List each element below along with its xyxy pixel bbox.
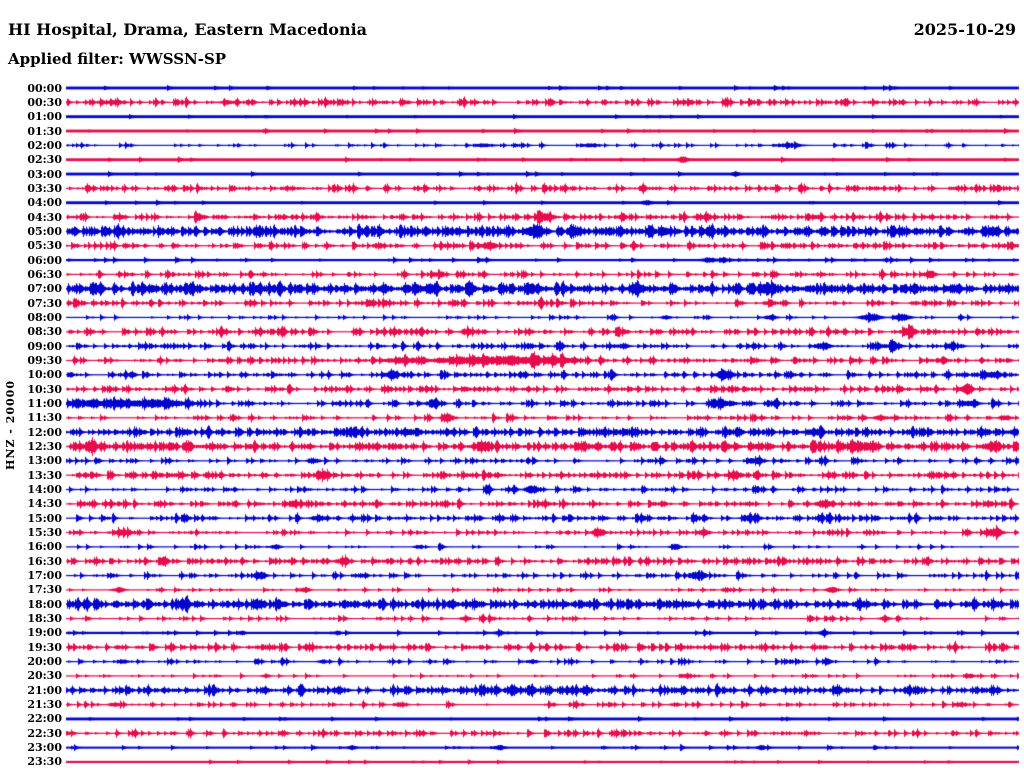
trace-time-label: 18:30 bbox=[27, 612, 62, 626]
trace-time-label: 13:00 bbox=[27, 454, 62, 468]
trace-time-label: 16:00 bbox=[27, 540, 62, 554]
trace-time-label: 19:00 bbox=[27, 626, 62, 640]
trace-time-label: 15:30 bbox=[27, 526, 62, 540]
trace-time-label: 01:00 bbox=[27, 110, 62, 124]
trace-time-label: 14:30 bbox=[27, 497, 62, 511]
trace-time-label: 03:30 bbox=[27, 181, 62, 195]
trace-time-label: 06:30 bbox=[27, 267, 62, 281]
trace-time-label: 04:00 bbox=[27, 196, 62, 210]
trace-time-label: 08:30 bbox=[27, 325, 62, 339]
trace-time-label: 22:30 bbox=[27, 726, 62, 740]
trace-time-label: 11:30 bbox=[27, 411, 62, 425]
trace-time-label: 17:00 bbox=[27, 569, 62, 583]
trace-time-label: 16:30 bbox=[27, 554, 62, 568]
trace-time-label: 14:00 bbox=[27, 483, 62, 497]
trace-time-label: 05:00 bbox=[27, 224, 62, 238]
trace-time-label: 05:30 bbox=[27, 239, 62, 253]
trace-time-label: 02:00 bbox=[27, 138, 62, 152]
trace-time-label: 03:00 bbox=[27, 167, 62, 181]
trace-time-label: 23:00 bbox=[27, 741, 62, 755]
trace-time-label: 22:00 bbox=[27, 712, 62, 726]
trace-time-label: 21:00 bbox=[27, 683, 62, 697]
trace-time-label: 19:30 bbox=[27, 640, 62, 654]
trace-time-label: 11:00 bbox=[27, 396, 62, 410]
trace-time-label: 12:30 bbox=[27, 440, 62, 453]
trace-time-label: 20:30 bbox=[27, 669, 62, 683]
trace-time-label: 12:00 bbox=[27, 425, 62, 439]
trace-time-label: 02:30 bbox=[27, 153, 62, 167]
trace-time-label: 18:00 bbox=[27, 597, 62, 611]
trace-time-label: 07:30 bbox=[27, 296, 62, 310]
trace-time-label: 00:00 bbox=[27, 81, 62, 95]
trace-time-label: 09:30 bbox=[27, 353, 62, 367]
trace-time-label: 21:30 bbox=[27, 698, 62, 712]
trace-time-label: 23:30 bbox=[27, 755, 62, 769]
trace-time-label: 07:00 bbox=[27, 282, 62, 296]
trace-time-label: 06:00 bbox=[27, 253, 62, 267]
trace-time-label: 10:30 bbox=[27, 382, 62, 396]
trace-time-label: 00:30 bbox=[27, 95, 62, 109]
trace-time-label: 20:00 bbox=[27, 655, 62, 669]
trace-time-label: 09:00 bbox=[27, 339, 62, 353]
trace-time-label: 17:30 bbox=[27, 583, 62, 597]
trace-time-label: 08:00 bbox=[27, 310, 62, 324]
trace-time-label: 04:30 bbox=[27, 210, 62, 224]
trace-time-label: 15:00 bbox=[27, 511, 62, 525]
trace-time-label: 13:30 bbox=[27, 468, 62, 482]
trace-time-label: 01:30 bbox=[27, 124, 62, 138]
trace-time-label: 10:00 bbox=[27, 368, 62, 382]
